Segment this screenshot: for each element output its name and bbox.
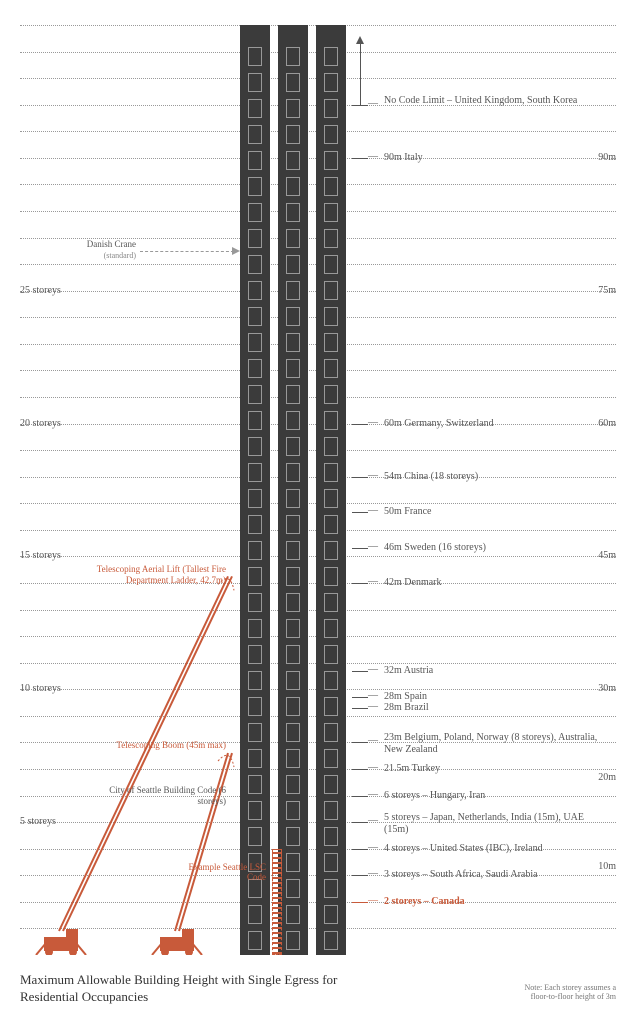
footnote-line2: floor-to-floor height of 3m xyxy=(531,992,616,1001)
arrowhead-icon xyxy=(232,247,240,255)
chart-footnote: Note: Each storey assumes a floor-to-flo… xyxy=(524,983,616,1002)
exit-stair-label: Example Seattle LSC Code xyxy=(176,862,266,883)
chart-title: Maximum Allowable Building Height with S… xyxy=(20,972,360,1006)
crane-icon xyxy=(20,25,616,955)
chart-area: 5 storeys10 storeys15 storeys20 storeys2… xyxy=(20,25,616,955)
danish-label: Danish Crane (standard) xyxy=(87,239,136,261)
annotation-label: City of Seattle Building Code (6 storeys… xyxy=(86,785,226,807)
footnote-line1: Note: Each storey assumes a xyxy=(524,983,616,992)
annotation-label: Telescoping Aerial Lift (Tallest Fire De… xyxy=(86,564,226,586)
annotation-label: Telescoping Boom (45m max) xyxy=(116,740,226,751)
danish-arrow-icon xyxy=(140,251,234,252)
exit-stair-icon xyxy=(272,849,282,955)
